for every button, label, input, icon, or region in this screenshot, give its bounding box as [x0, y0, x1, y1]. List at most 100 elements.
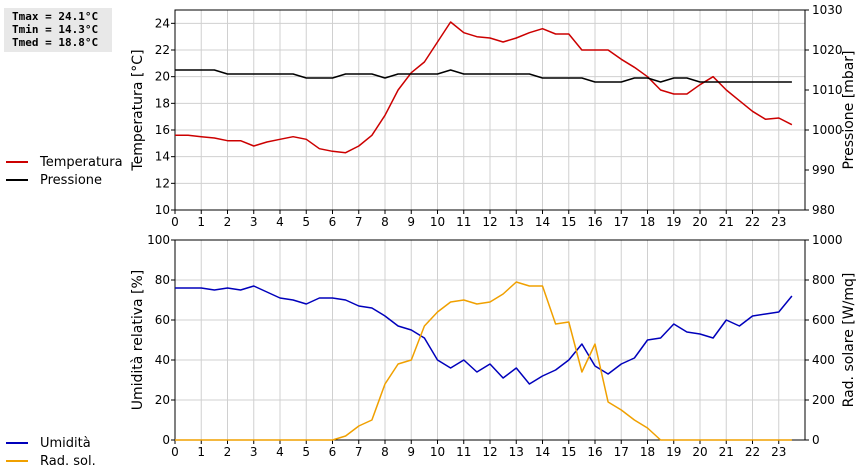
chart1-ytick-label: 22	[155, 43, 170, 57]
chart2-ytick-label: 0	[162, 433, 170, 447]
chart2-xtick-label: 16	[587, 445, 602, 459]
chart1-y2label: Pressione [mbar]	[841, 50, 857, 169]
chart1-xtick-label: 23	[771, 215, 786, 229]
legend-item-temperatura: Temperatura	[6, 153, 123, 171]
chart2-xtick-label: 0	[171, 445, 179, 459]
chart1-ytick-label: 10	[155, 203, 170, 217]
chart2-y2tick-label: 1000	[812, 233, 843, 247]
chart1-xtick-label: 5	[302, 215, 310, 229]
chart1-xtick-label: 21	[719, 215, 734, 229]
chart2-xtick-label: 1	[197, 445, 205, 459]
chart1-ytick-label: 24	[155, 16, 170, 30]
chart2-y2tick-label: 400	[812, 353, 835, 367]
chart1-xtick-label: 6	[329, 215, 337, 229]
chart1-ytick-label: 12	[155, 176, 170, 190]
chart1-ylabel: Temperatura [°C]	[130, 49, 146, 171]
legend-swatch-pressione	[6, 179, 28, 181]
chart1-y2tick-label: 1020	[812, 43, 843, 57]
chart1-xtick-label: 20	[692, 215, 707, 229]
chart1-y2tick-label: 1000	[812, 123, 843, 137]
chart2-y2tick-label: 0	[812, 433, 820, 447]
tmin-stat: Tmin = 14.3°C	[12, 23, 99, 36]
chart1-xtick-label: 16	[587, 215, 602, 229]
legend-item-umidita: Umidità	[6, 434, 96, 452]
chart1-y2tick-label: 980	[812, 203, 835, 217]
chart1-xtick-label: 19	[666, 215, 681, 229]
chart2-ytick-label: 100	[147, 233, 170, 247]
chart2-xtick-label: 9	[407, 445, 415, 459]
chart2-xtick-label: 18	[640, 445, 655, 459]
chart1-series-pressione-line	[175, 69, 792, 83]
tmax-stat: Tmax = 24.1°C	[12, 10, 99, 23]
chart1-y2tick-label: 1030	[812, 3, 843, 17]
chart2-ytick-label: 80	[155, 273, 170, 287]
chart1-xtick-label: 2	[224, 215, 232, 229]
chart1-xtick-label: 3	[250, 215, 258, 229]
chart2-xtick-label: 22	[745, 445, 760, 459]
chart2-ytick-label: 20	[155, 393, 170, 407]
chart1-xtick-label: 1	[197, 215, 205, 229]
chart2-xtick-label: 10	[430, 445, 445, 459]
chart2-xtick-label: 21	[719, 445, 734, 459]
chart2-ytick-label: 60	[155, 313, 170, 327]
legend-swatch-temperatura	[6, 161, 28, 163]
chart1-xtick-label: 12	[482, 215, 497, 229]
chart1-xtick-label: 18	[640, 215, 655, 229]
legend-swatch-umidita	[6, 442, 28, 444]
chart1-xtick-label: 9	[407, 215, 415, 229]
chart1-ytick-label: 16	[155, 123, 170, 137]
chart2-xtick-label: 6	[329, 445, 337, 459]
chart1-xtick-label: 11	[456, 215, 471, 229]
chart1-xtick-label: 17	[614, 215, 629, 229]
chart2-xtick-label: 4	[276, 445, 284, 459]
chart2-ytick-label: 40	[155, 353, 170, 367]
chart1-xtick-label: 13	[509, 215, 524, 229]
chart2-y2tick-label: 200	[812, 393, 835, 407]
legend-label-temperatura: Temperatura	[40, 154, 123, 170]
chart2-xtick-label: 5	[302, 445, 310, 459]
chart2-frame	[174, 239, 806, 441]
legend-item-pressione: Pressione	[6, 171, 123, 189]
chart2-y2tick-label: 600	[812, 313, 835, 327]
chart2-series-rad-sol-line	[175, 281, 792, 441]
chart1-xtick-label: 15	[561, 215, 576, 229]
chart2-series-umidit-line	[175, 285, 793, 385]
chart1-xtick-label: 14	[535, 215, 550, 229]
legend-label-pressione: Pressione	[40, 172, 103, 188]
chart2-xtick-label: 15	[561, 445, 576, 459]
chart2-xtick-label: 23	[771, 445, 786, 459]
chart1-ytick-label: 14	[155, 150, 170, 164]
chart2-y2tick-label: 800	[812, 273, 835, 287]
chart1-xtick-label: 7	[355, 215, 363, 229]
chart1-y2tick-label: 1010	[812, 83, 843, 97]
chart1-xtick-label: 8	[381, 215, 389, 229]
chart1-xtick-label: 22	[745, 215, 760, 229]
tmed-stat: Tmed = 18.8°C	[12, 36, 99, 49]
chart1-xtick-label: 0	[171, 215, 179, 229]
chart2-xtick-label: 12	[482, 445, 497, 459]
chart2-y2label: Rad. solare [W/mq]	[841, 273, 857, 408]
charts-svg: 0 1 2 3 4 5 6 7 8 9 10 11 12 13 14 15 16 17 18 19 20 21 22 2310…	[130, 3, 857, 459]
chart2-xtick-label: 14	[535, 445, 550, 459]
chart2-xtick-label: 19	[666, 445, 681, 459]
chart2-xtick-label: 20	[692, 445, 707, 459]
chart1-y2tick-label: 990	[812, 163, 835, 177]
chart1-xtick-label: 10	[430, 215, 445, 229]
chart2-xtick-label: 11	[456, 445, 471, 459]
legend-label-umidita: Umidità	[40, 435, 91, 451]
chart1-series-temperatura-line	[175, 21, 793, 154]
legend-swatch-rad-sol	[6, 460, 28, 462]
legend-top: Temperatura Pressione	[6, 153, 123, 189]
chart1-frame	[174, 9, 806, 211]
chart2-ylabel: Umidità relativa [%]	[130, 270, 146, 411]
chart1-ytick-label: 20	[155, 70, 170, 84]
stats-box: Tmax = 24.1°C Tmin = 14.3°C Tmed = 18.8°…	[4, 8, 112, 52]
chart2-xtick-label: 13	[509, 445, 524, 459]
chart2-xtick-label: 3	[250, 445, 258, 459]
chart1-ytick-label: 18	[155, 96, 170, 110]
chart2-xtick-label: 8	[381, 445, 389, 459]
chart1-xtick-label: 4	[276, 215, 284, 229]
chart2-xtick-label: 17	[614, 445, 629, 459]
chart2-xtick-label: 7	[355, 445, 363, 459]
chart2-xtick-label: 2	[224, 445, 232, 459]
